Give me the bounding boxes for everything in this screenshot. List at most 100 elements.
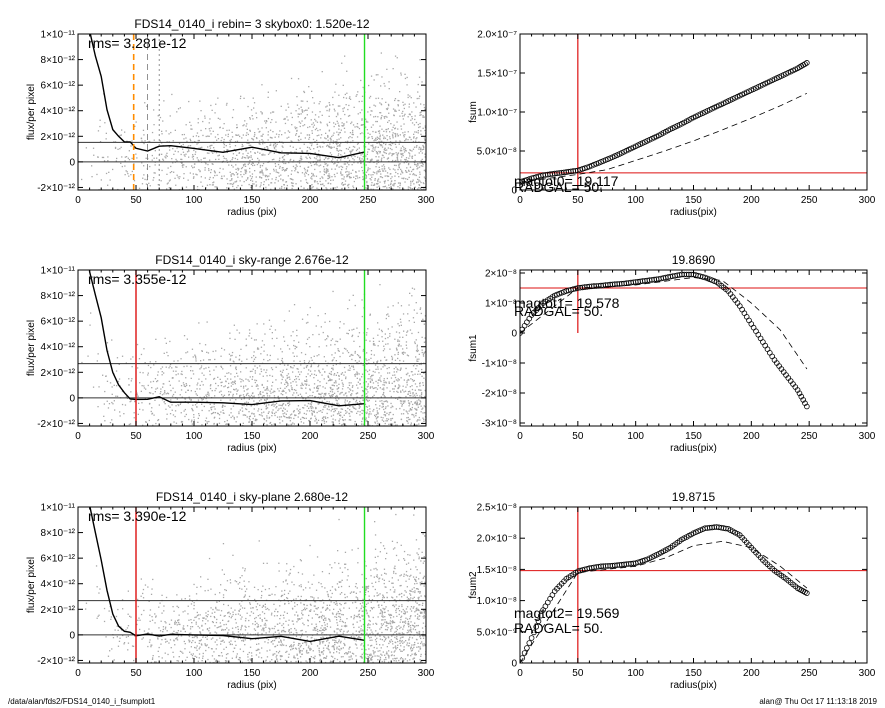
scatter-point [417,646,420,648]
scatter-point [378,379,380,381]
scatter-point [332,134,334,136]
scatter-point [265,169,267,171]
scatter-point [366,395,369,397]
scatter-point [247,401,249,404]
scatter-point [362,178,364,181]
scatter-point [420,147,422,149]
scatter-point [377,422,379,424]
scatter-point [138,402,140,404]
scatter-point [234,376,236,378]
scatter-point [389,640,391,642]
scatter-point [383,414,385,416]
scatter-point [151,387,153,389]
scatter-point [424,139,426,141]
scatter-point [317,153,320,155]
scatter-point [269,136,272,139]
scatter-point [355,373,357,375]
scatter-point [401,115,404,117]
scatter-point [257,625,260,628]
scatter-point [417,123,419,126]
scatter-point [241,176,243,178]
scatter-point [296,104,299,106]
scatter-point [369,106,371,109]
scatter-point [368,136,370,138]
scatter-point [372,585,374,588]
scatter-point [361,95,364,97]
scatter-point [230,355,232,357]
scatter-point [269,129,272,131]
scatter-point [402,353,404,355]
scatter-point [394,128,396,130]
scatter-point [267,96,269,98]
scatter-point [356,148,359,150]
scatter-point [282,614,285,616]
scatter-point [294,379,296,381]
scatter-point [385,108,388,110]
scatter-point [392,622,394,624]
scatter-point [255,176,257,178]
scatter-point [349,136,351,138]
scatter-point [222,168,224,170]
scatter-point [312,186,314,188]
scatter-point [422,602,424,604]
scatter-point [367,170,369,172]
scatter-point [305,398,307,400]
scatter-point [376,417,378,419]
scatter-point [249,167,251,170]
scatter-point [303,412,305,415]
scatter-point [356,136,359,138]
scatter-point [356,94,358,96]
scatter-point [354,585,357,588]
scatter-point [350,410,352,413]
scatter-point [340,157,342,159]
scatter-point [265,659,267,661]
scatter-point [362,86,364,89]
scatter-point [388,412,391,414]
scatter-point [274,610,276,613]
scatter-point [237,167,239,169]
scatter-point [290,646,293,648]
scatter-point [204,636,207,638]
scatter-point [410,138,412,141]
scatter-point [252,139,255,141]
scatter-point [167,393,170,395]
scatter-point [145,421,148,423]
scatter-point [181,165,183,167]
scatter-point [308,410,311,412]
scatter-point [287,376,289,379]
scatter-point [219,637,221,639]
scatter-point [165,393,167,395]
scatter-point [263,358,265,361]
scatter-point [383,391,385,394]
scatter-point [325,360,327,362]
scatter-point [257,402,259,404]
scatter-point [309,406,312,408]
scatter-point [280,639,282,641]
scatter-point [214,136,217,138]
scatter-point [377,368,379,370]
scatter-point [241,404,243,406]
scatter-point [250,184,252,187]
scatter-point [204,420,207,422]
scatter-point [266,562,268,564]
scatter-point [396,371,398,373]
scatter-point [222,127,224,129]
scatter-point [315,419,317,421]
scatter-point [375,151,378,153]
scatter-point [237,389,239,391]
scatter-point [266,375,268,377]
scatter-point [227,423,229,425]
scatter-point [215,366,217,368]
scatter-point [349,132,352,134]
scatter-point [331,379,333,381]
scatter-point [325,170,327,172]
scatter-point [258,159,260,161]
scatter-point [203,368,205,370]
scatter-point [265,389,267,391]
scatter-point [154,391,156,393]
scatter-point [155,388,157,390]
scatter-point [252,368,254,370]
scatter-point [382,170,384,172]
scatter-point [220,381,222,384]
scatter-point [327,170,329,172]
